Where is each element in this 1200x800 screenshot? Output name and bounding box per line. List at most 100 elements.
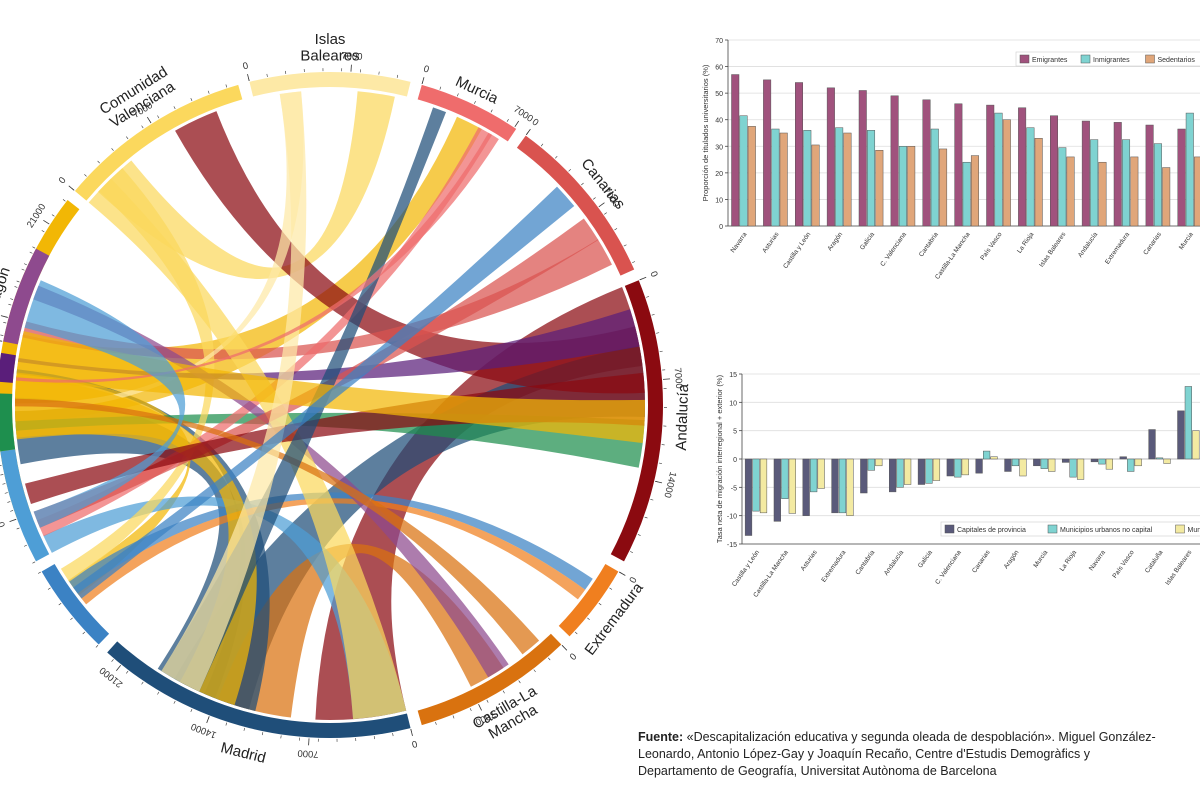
bar-cantabria-sedentarios [939,148,948,227]
bar-galicia-municipios-rurales [932,458,941,481]
x-tick-label: La Rioja [1059,549,1079,573]
chord-minor-tick [2,483,6,485]
chord-minor-tick [58,602,62,606]
chord-arc [417,84,517,142]
chord-label-line: Madrid [219,739,268,767]
chord-minor-tick [37,571,41,574]
chord-minor-tick [623,244,627,247]
bar-navarra-municipios-urbanos-no-capital [1098,458,1106,465]
chord-sector-extremadura: 0 [558,564,638,637]
chord-arc [0,393,16,452]
bar-castilla-la-mancha-municipios-rurales [788,458,796,514]
x-tick-label: Cantabria [854,549,876,576]
bar-canarias-capitales-de-provincia [975,458,983,474]
chord-minor-tick [469,708,472,712]
chord-minor-tick [70,617,73,621]
chord-minor-tick [548,657,551,661]
bar-islas-baleares-municipios-urbanos-no-capital [1184,386,1192,460]
y-tick-label: 15 [729,372,737,379]
chord-minor-tick [632,261,636,264]
chord-major-tick [146,116,152,124]
y-tick-label: 10 [729,400,737,407]
chord-ribbon-30 [24,280,186,528]
x-tick-label: Aragón [826,231,844,252]
bar-canarias-emigrantes [1145,124,1154,227]
bar-canarias-municipios-urbanos-no-capital [983,450,991,460]
chord-minor-tick [225,722,228,726]
y-tick-label: 0 [719,224,723,231]
y-tick-label: 70 [715,38,723,45]
bar-navarra-municipios-rurales [1105,458,1113,470]
chord-minor-tick [82,631,86,635]
chord-minor-tick [10,510,14,512]
chord-arc [0,352,16,383]
chord-tick-label: 14000 [189,720,218,740]
chord-arc [41,564,110,645]
bar-asturias-sedentarios [779,132,788,227]
chord-minor-tick [207,90,210,94]
x-tick-label: Islas Baleares [1038,231,1068,269]
bar-murcia-emigrantes [1177,128,1186,227]
chord-minor-tick [581,182,584,186]
bar-cantabria-capitales-de-provincia [860,458,868,494]
chord-minor-tick [506,119,509,122]
x-tick-label: Navarra [730,231,749,254]
chord-arc [516,135,635,276]
chord-minor-tick [474,100,476,104]
chord-minor-tick [0,464,2,466]
bar-cantabria-inmigrantes [930,128,939,227]
y-tick-label: 40 [715,118,723,125]
x-tick-label: Andalucía [1077,231,1100,259]
source-note: Fuente: «Descapitalización educativa y s… [638,729,1198,780]
bar-navarra-inmigrantes [739,115,748,227]
chord-minor-tick [225,84,228,88]
chord-major-tick [0,340,3,342]
legend-swatch [1047,524,1058,534]
chord-sector-andalucia: 0 7000 14000 [610,270,684,562]
chord-minor-tick [173,106,176,110]
chord-minor-tick [452,715,455,719]
y-tick-label: 60 [715,65,723,72]
source-line-1: «Descapitalización educativa y segunda o… [686,730,1156,744]
chord-minor-tick [157,115,160,119]
chord-ribbon-13 [15,412,645,468]
bar-andalucia-emigrantes [1081,120,1090,227]
source-line-3: Departamento de Geografía, Universitat A… [638,764,997,778]
x-tick-label: C. Valenciana [934,549,963,586]
legend-entry-capitales-de-provincia: Capitales de provincia [957,527,1026,534]
bar-aragon-municipios-rurales [1019,458,1027,477]
bar-andalucia-capitales-de-provincia [889,458,897,493]
y-axis-label: Tasa neta de migración interregional + e… [715,374,724,543]
chord-minor-tick [630,551,634,554]
bar-asturias-municipios-urbanos-no-capital [810,458,818,493]
chord-major-tick [116,665,122,672]
chord-tick-label: 0 [567,650,578,662]
chord-minor-tick [3,322,7,324]
x-tick-label: Galicia [917,549,934,570]
x-tick-label: Extremadura [820,549,847,584]
chord-minor-tick [490,109,493,113]
bar-castilla-la-mancha-sedentarios [970,155,979,227]
legend-box [940,521,1200,537]
chord-minor-tick [51,214,55,217]
chord-minor-tick [587,617,590,621]
bar-galicia-emigrantes [858,90,867,227]
x-tick-label: Cantabria [918,231,940,258]
bar-aragon-municipios-urbanos-no-capital [1011,458,1020,467]
bar-castilla-y-leon-municipios-rurales [759,458,768,514]
bar-asturias-municipios-rurales [817,458,825,489]
chord-major-tick [478,703,482,711]
chord-minor-tick [23,544,27,547]
chord-arc [610,280,663,562]
legend: Emigrantes Inmigrantes Sedentarios [1015,51,1200,67]
x-tick-label: Extremadura [1104,231,1131,266]
bar-la-rioja-inmigrantes [1026,127,1035,227]
legend-swatch [1145,54,1155,64]
chord-ribbon-9 [16,369,270,712]
chord-tick-label: 7000 [341,51,363,63]
bar-la-rioja-municipios-urbanos-no-capital [1069,458,1077,478]
bar-canarias-sedentarios [1162,167,1171,227]
bar-c-valenciana-municipios-urbanos-no-capital [954,458,962,478]
chord-major-tick [68,185,75,191]
chord-ribbons [15,91,646,720]
